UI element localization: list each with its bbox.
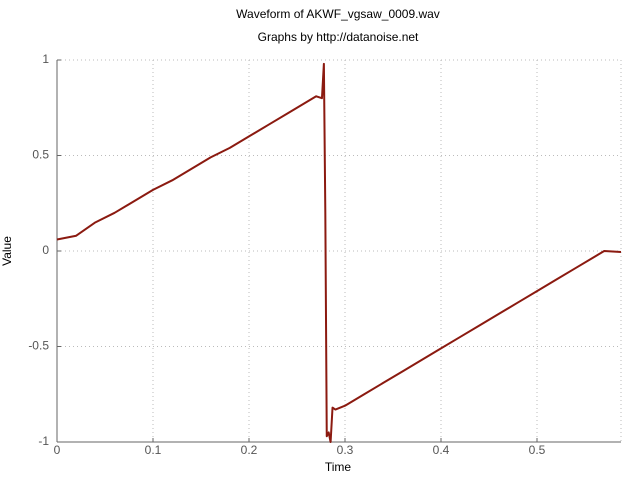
y-tick-label: -1 [38, 434, 49, 448]
x-tick-label: 0.3 [337, 443, 354, 457]
y-tick-label: 0.5 [32, 148, 49, 162]
y-tick-label: 1 [42, 52, 49, 66]
x-tick-label: 0 [54, 443, 61, 457]
y-axis-label: Value [0, 236, 14, 266]
x-tick-label: 0.5 [529, 443, 546, 457]
x-tick-label: 0.1 [145, 443, 162, 457]
y-tick-label: 0 [42, 243, 49, 257]
x-tick-label: 0.2 [241, 443, 258, 457]
chart-title: Waveform of AKWF_vgsaw_0009.wav [236, 7, 440, 21]
x-tick-label: 0.4 [433, 443, 450, 457]
chart-subtitle: Graphs by http://datanoise.net [258, 30, 419, 44]
waveform-line [56, 62, 622, 443]
x-axis-label: Time [325, 460, 352, 474]
y-tick-label: -0.5 [28, 339, 49, 353]
